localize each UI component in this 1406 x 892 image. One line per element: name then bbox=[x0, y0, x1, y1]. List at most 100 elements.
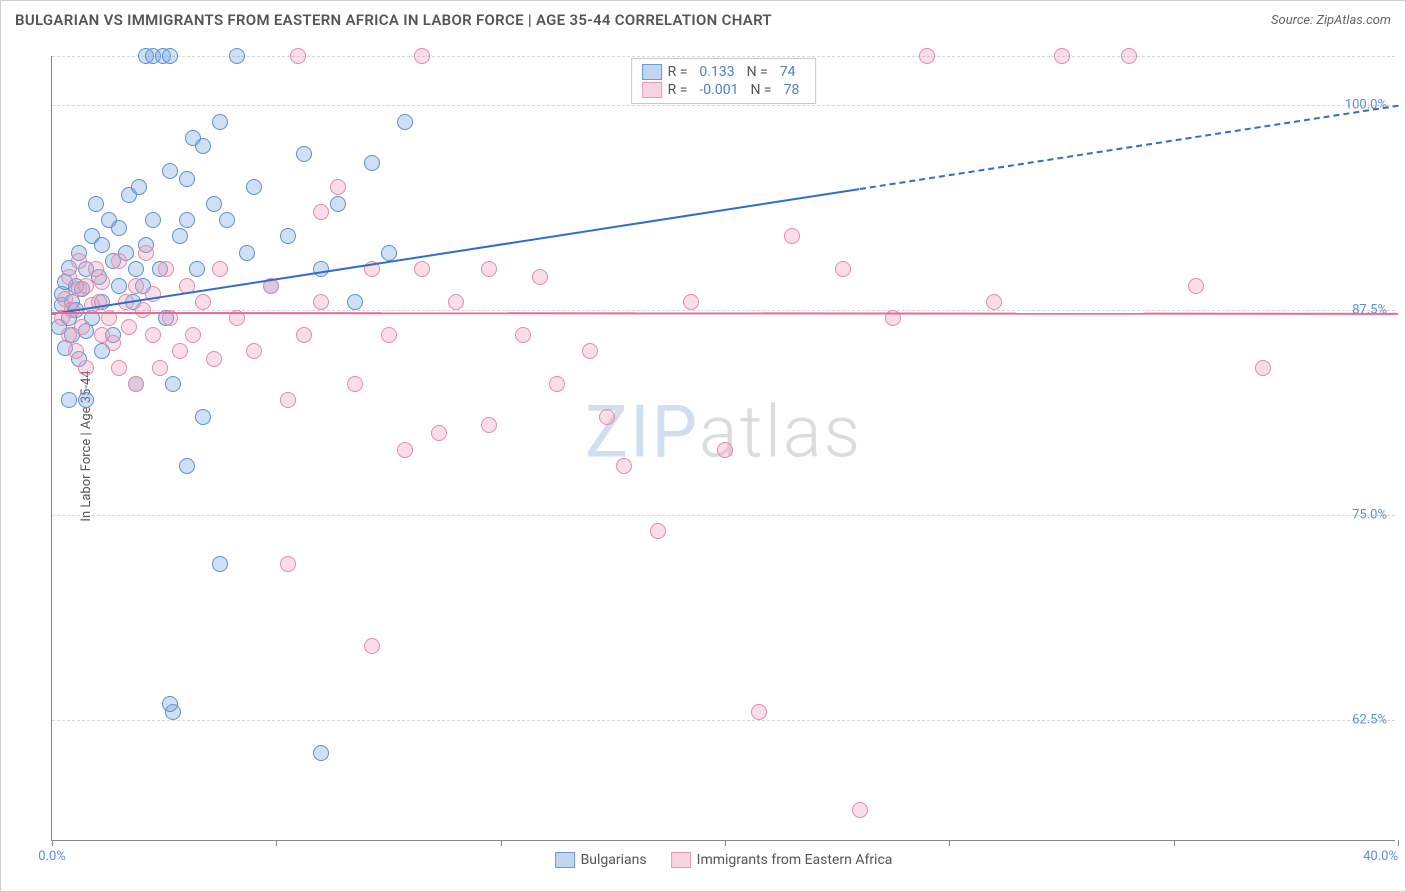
data-point bbox=[94, 274, 110, 290]
data-point bbox=[1121, 48, 1137, 64]
data-point bbox=[212, 556, 228, 572]
data-point bbox=[582, 343, 598, 359]
watermark-atlas: atlas bbox=[699, 390, 862, 475]
data-point bbox=[172, 228, 188, 244]
data-point bbox=[189, 261, 205, 277]
data-point bbox=[111, 278, 127, 294]
data-point bbox=[280, 392, 296, 408]
x-tick-label: 40.0% bbox=[1363, 849, 1398, 864]
data-point bbox=[1188, 278, 1204, 294]
gridline bbox=[52, 515, 1395, 516]
x-tick bbox=[276, 840, 277, 846]
data-point bbox=[650, 523, 666, 539]
data-point bbox=[919, 48, 935, 64]
data-point bbox=[280, 228, 296, 244]
data-point bbox=[165, 376, 181, 392]
data-point bbox=[111, 360, 127, 376]
gridline bbox=[52, 56, 1395, 57]
legend-item: Bulgarians bbox=[555, 852, 647, 868]
data-point bbox=[128, 376, 144, 392]
data-point bbox=[131, 179, 147, 195]
data-point bbox=[128, 261, 144, 277]
data-point bbox=[145, 327, 161, 343]
data-point bbox=[179, 171, 195, 187]
data-point bbox=[515, 327, 531, 343]
data-point bbox=[162, 696, 178, 712]
data-point bbox=[212, 261, 228, 277]
legend-series-label-1: Immigrants from Eastern Africa bbox=[697, 852, 893, 868]
legend-n-value-0: 74 bbox=[780, 64, 796, 80]
data-point bbox=[179, 212, 195, 228]
data-point bbox=[105, 335, 121, 351]
data-point bbox=[246, 343, 262, 359]
swatch-bulgarians bbox=[555, 852, 575, 868]
data-point bbox=[71, 253, 87, 269]
x-tick bbox=[1398, 840, 1399, 846]
data-point bbox=[138, 245, 154, 261]
data-point bbox=[78, 360, 94, 376]
data-point bbox=[206, 351, 222, 367]
data-point bbox=[111, 220, 127, 236]
data-point bbox=[751, 704, 767, 720]
legend-r-value-1: -0.001 bbox=[699, 82, 738, 98]
chart-container: BULGARIAN VS IMMIGRANTS FROM EASTERN AFR… bbox=[0, 0, 1406, 892]
data-point bbox=[414, 48, 430, 64]
x-tick bbox=[501, 840, 502, 846]
data-point bbox=[986, 294, 1002, 310]
data-point bbox=[212, 114, 228, 130]
data-point bbox=[162, 48, 178, 64]
data-point bbox=[381, 245, 397, 261]
data-point bbox=[246, 179, 262, 195]
gridline bbox=[52, 720, 1395, 721]
legend-n-label: N = bbox=[750, 82, 771, 98]
data-point bbox=[135, 302, 151, 318]
data-point bbox=[313, 745, 329, 761]
y-tick-label: 87.5% bbox=[1352, 303, 1387, 318]
data-point bbox=[313, 204, 329, 220]
data-point bbox=[549, 376, 565, 392]
data-point bbox=[296, 327, 312, 343]
data-point bbox=[172, 343, 188, 359]
data-point bbox=[152, 360, 168, 376]
legend-n-label: N = bbox=[747, 64, 768, 80]
x-tick-label: 0.0% bbox=[38, 849, 66, 864]
data-point bbox=[313, 294, 329, 310]
data-point bbox=[448, 294, 464, 310]
data-point bbox=[88, 196, 104, 212]
x-tick bbox=[949, 840, 950, 846]
y-tick-label: 75.0% bbox=[1352, 508, 1387, 523]
data-point bbox=[481, 261, 497, 277]
legend-item: Immigrants from Eastern Africa bbox=[671, 852, 893, 868]
data-point bbox=[74, 319, 90, 335]
data-point bbox=[313, 261, 329, 277]
data-point bbox=[835, 261, 851, 277]
data-point bbox=[852, 802, 868, 818]
data-point bbox=[481, 417, 497, 433]
data-point bbox=[364, 155, 380, 171]
swatch-immigrants bbox=[642, 82, 662, 98]
data-point bbox=[347, 376, 363, 392]
legend-n-value-1: 78 bbox=[784, 82, 800, 98]
data-point bbox=[195, 409, 211, 425]
data-point bbox=[599, 409, 615, 425]
data-point bbox=[1054, 48, 1070, 64]
data-point bbox=[229, 48, 245, 64]
data-point bbox=[381, 327, 397, 343]
data-point bbox=[280, 556, 296, 572]
x-tick bbox=[52, 840, 53, 846]
data-point bbox=[616, 458, 632, 474]
trend-line bbox=[859, 105, 1398, 190]
data-point bbox=[784, 228, 800, 244]
data-point bbox=[683, 294, 699, 310]
data-point bbox=[206, 196, 222, 212]
trend-line bbox=[52, 312, 1398, 315]
chart-title: BULGARIAN VS IMMIGRANTS FROM EASTERN AFR… bbox=[15, 11, 772, 29]
legend-r-value-0: 0.133 bbox=[699, 64, 734, 80]
data-point bbox=[94, 237, 110, 253]
legend-series-label-0: Bulgarians bbox=[581, 852, 647, 868]
data-point bbox=[239, 245, 255, 261]
data-point bbox=[397, 442, 413, 458]
data-point bbox=[431, 425, 447, 441]
data-point bbox=[532, 269, 548, 285]
data-point bbox=[330, 179, 346, 195]
